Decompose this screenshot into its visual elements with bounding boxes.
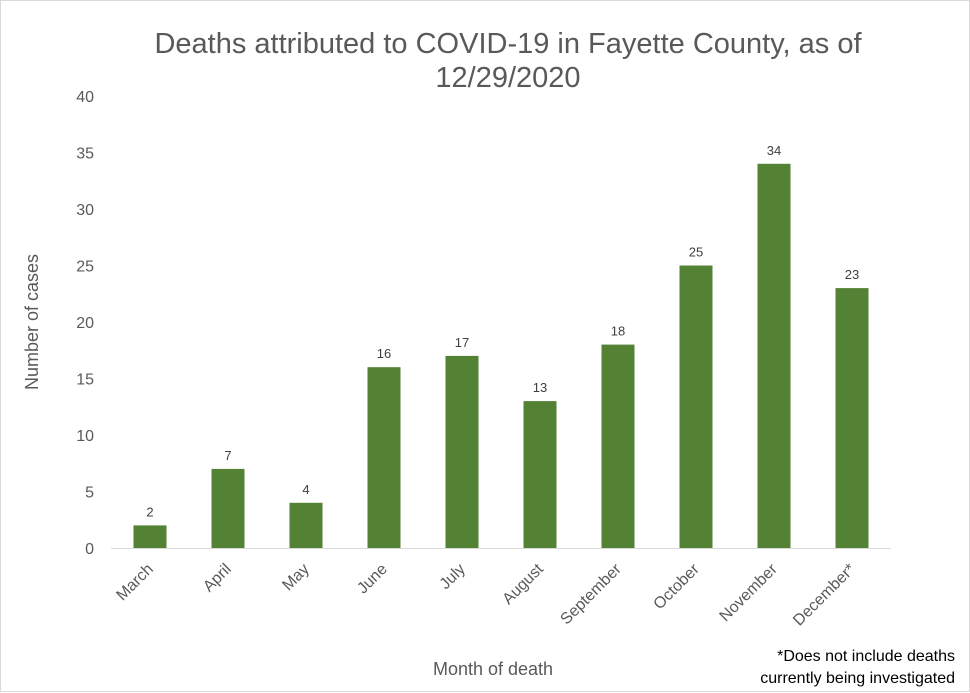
bar-march [133,525,167,548]
bar-may [289,502,323,548]
x-axis-title: Month of death [433,659,553,679]
footnote: *Does not include deaths currently being… [725,646,955,690]
x-tick-label: March [113,561,156,604]
data-label: 23 [845,267,859,282]
data-label: 25 [689,245,703,260]
y-tick-label: 15 [76,372,94,389]
y-tick-label: 25 [76,259,94,276]
y-tick-label: 0 [85,541,94,558]
bar-april [211,468,245,548]
data-label: 18 [611,324,625,339]
y-axis-title: Number of cases [22,254,42,390]
data-label: 13 [533,380,547,395]
data-label: 2 [146,504,153,519]
y-tick-label: 40 [76,89,94,106]
y-tick-label: 10 [76,428,94,445]
x-tick-label: May [279,561,312,594]
x-tick-label: July [437,561,469,593]
data-label: 7 [224,448,231,463]
data-label: 4 [302,482,309,497]
bars-group [133,163,869,549]
y-tick-label: 35 [76,146,94,163]
x-tick-label: October [651,560,704,613]
x-tick-label: November [717,560,782,625]
bar-august [523,401,557,548]
x-tick-label: April [200,561,235,596]
bar-october [679,265,713,548]
chart-title-line-1: Deaths attributed to COVID-19 in Fayette… [154,28,862,60]
footnote-line-2: currently being investigated [760,670,955,687]
x-tick-label: December* [790,561,859,630]
bar-december [835,288,869,548]
data-labels-group: 2 7 4 16 17 13 18 25 34 23 [146,143,859,520]
x-axis-ticks: March April May June July August September Octo… [113,560,858,629]
y-tick-label: 5 [85,485,94,502]
y-axis-ticks: 0 5 10 15 20 25 30 35 40 [76,89,94,558]
x-tick-label: September [557,560,625,628]
chart-title-line-2: 12/29/2020 [435,62,580,94]
data-label: 16 [377,346,391,361]
bar-september [601,344,635,548]
y-tick-label: 20 [76,315,94,332]
x-tick-label: June [354,561,391,598]
bar-july [445,355,479,548]
x-tick-label: August [500,560,548,608]
y-tick-label: 30 [76,202,94,219]
data-label: 34 [767,143,781,158]
data-label: 17 [455,335,469,350]
footnote-line-1: *Does not include deaths [777,648,955,665]
bar-june [367,367,401,548]
bar-november [757,163,791,549]
